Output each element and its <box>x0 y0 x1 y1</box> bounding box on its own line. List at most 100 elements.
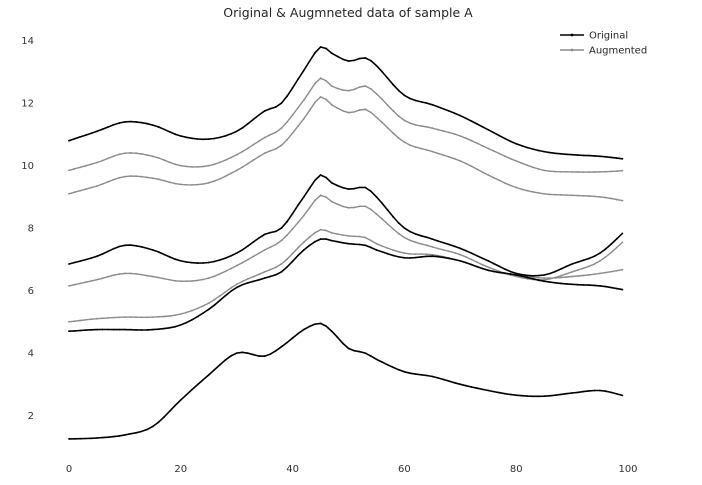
data-point <box>353 88 355 91</box>
data-point <box>610 286 613 289</box>
data-point <box>476 261 478 264</box>
data-point <box>207 181 210 184</box>
data-point <box>135 175 138 178</box>
data-point <box>297 221 300 224</box>
data-point <box>101 317 104 320</box>
data-point <box>263 249 266 251</box>
data-point <box>124 434 126 436</box>
data-point <box>168 315 171 317</box>
data-point <box>481 145 484 147</box>
data-point <box>358 205 361 208</box>
data-point <box>498 391 501 394</box>
data-point <box>314 179 316 182</box>
data-point <box>196 166 199 168</box>
data-point <box>610 170 613 173</box>
data-point <box>392 132 395 135</box>
data-point <box>353 187 355 190</box>
data-point <box>140 153 143 155</box>
data-point <box>543 280 545 283</box>
data-point <box>107 328 109 331</box>
data-point <box>207 164 210 167</box>
data-point <box>129 152 132 154</box>
data-point <box>537 276 540 279</box>
data-point <box>112 316 115 319</box>
data-point <box>269 107 272 110</box>
data-point <box>336 203 339 206</box>
data-point <box>308 60 311 63</box>
data-point <box>537 192 540 194</box>
data-point <box>370 111 372 114</box>
data-point <box>286 138 288 141</box>
data-point <box>526 189 529 192</box>
series-line <box>68 194 623 287</box>
data-point <box>448 380 450 382</box>
data-point <box>202 138 205 141</box>
data-point <box>347 60 350 62</box>
data-point <box>319 228 322 231</box>
data-point <box>392 228 395 230</box>
data-point <box>437 128 439 131</box>
data-point <box>235 286 238 289</box>
data-point <box>168 161 171 164</box>
data-point <box>96 161 98 164</box>
data-point <box>314 323 316 325</box>
data-point <box>118 122 121 124</box>
data-point <box>465 249 467 252</box>
data-point <box>107 250 109 253</box>
data-point <box>347 206 350 209</box>
data-point <box>213 369 216 371</box>
data-point <box>140 273 143 276</box>
data-point <box>465 162 467 165</box>
data-point <box>202 312 205 314</box>
data-point <box>174 314 177 317</box>
data-point <box>370 246 372 249</box>
data-point <box>431 253 434 256</box>
data-point <box>219 178 221 180</box>
data-point <box>476 142 478 145</box>
data-point <box>593 263 596 265</box>
data-point <box>420 256 423 258</box>
data-point <box>358 350 361 353</box>
data-point <box>537 274 540 277</box>
data-point <box>330 52 333 55</box>
data-point <box>582 390 585 393</box>
data-point <box>431 238 434 241</box>
data-point <box>403 119 406 122</box>
data-point <box>420 253 423 256</box>
data-point <box>247 352 249 355</box>
data-point <box>96 130 98 133</box>
data-point <box>112 435 115 438</box>
data-point <box>269 150 272 152</box>
data-point <box>375 196 378 198</box>
data-point <box>615 287 618 290</box>
data-point <box>610 243 613 246</box>
data-point <box>191 318 193 321</box>
data-point <box>185 165 188 168</box>
series-augmented-6 <box>68 194 624 287</box>
series-augmented-8 <box>68 77 624 174</box>
data-point <box>526 274 529 277</box>
data-point <box>269 133 272 136</box>
data-point <box>532 148 534 151</box>
data-point <box>364 57 367 59</box>
data-point <box>409 372 411 375</box>
data-point <box>364 108 367 111</box>
data-point <box>202 262 205 264</box>
data-point <box>504 155 506 158</box>
data-point <box>252 241 255 243</box>
data-point <box>163 277 165 280</box>
data-point <box>157 251 160 253</box>
data-point <box>79 136 82 138</box>
data-point <box>207 374 210 376</box>
data-point <box>191 184 193 186</box>
data-point <box>286 234 288 237</box>
data-point <box>353 349 355 352</box>
data-point <box>492 268 495 271</box>
data-point <box>342 110 344 112</box>
data-point <box>107 126 109 128</box>
data-point <box>112 155 115 158</box>
data-point <box>146 428 149 431</box>
data-point <box>481 257 484 260</box>
data-point <box>151 155 154 158</box>
data-point <box>610 156 613 159</box>
